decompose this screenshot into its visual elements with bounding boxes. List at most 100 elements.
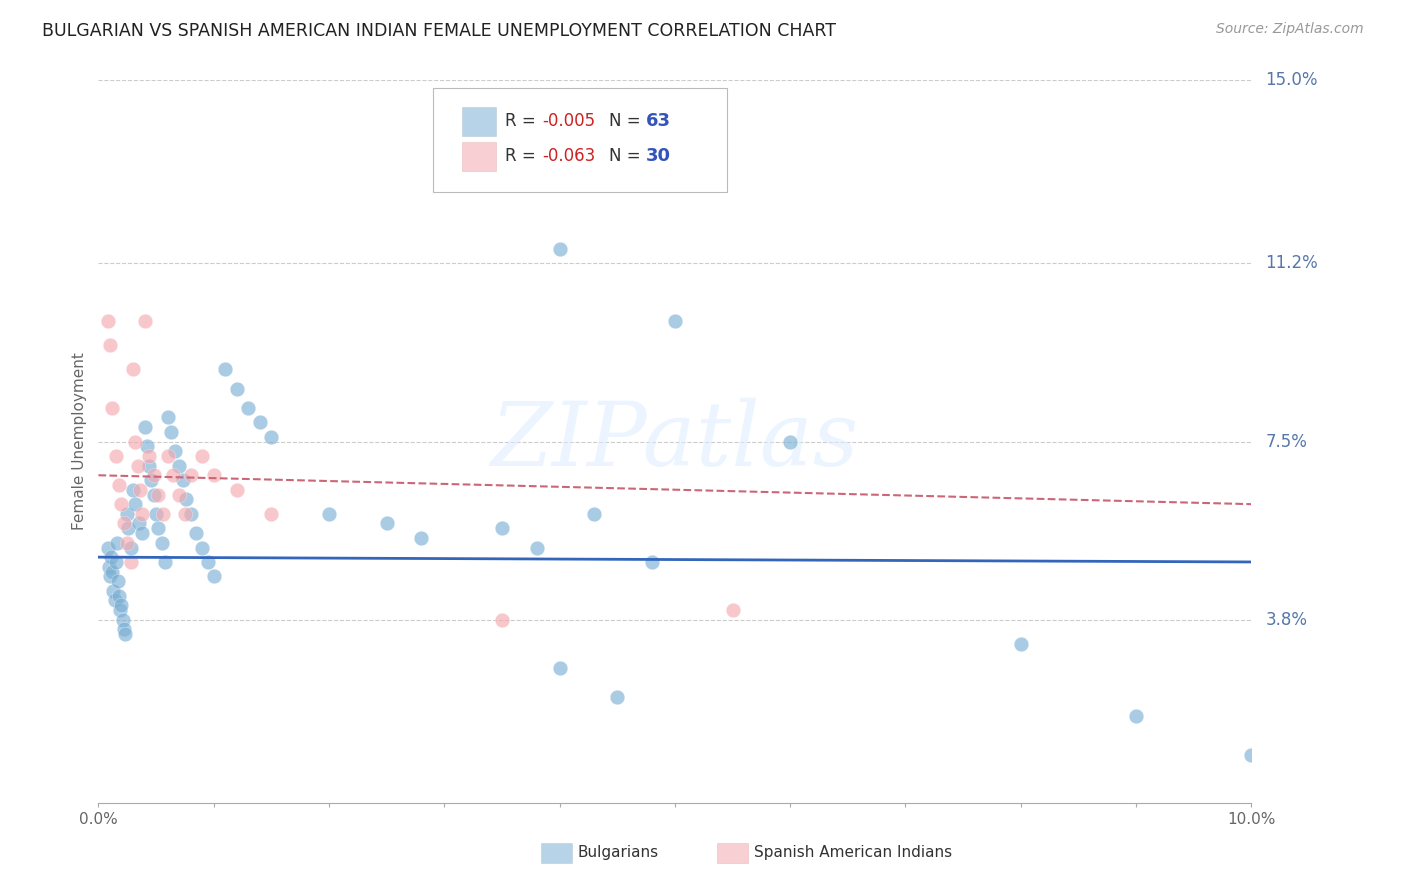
Point (260, 430, 283, 444)
Point (108, 589, 131, 603)
Point (103, 583, 125, 598)
Point (114, 627, 136, 641)
Point (197, 555, 219, 569)
Point (127, 458, 149, 473)
Point (104, 555, 127, 569)
Point (98, 338, 121, 352)
Text: 7.5%: 7.5% (1265, 433, 1308, 450)
Point (779, 434, 801, 449)
Point (112, 516, 135, 531)
Text: 63: 63 (647, 112, 671, 130)
Text: Source: ZipAtlas.com: Source: ZipAtlas.com (1216, 22, 1364, 37)
Point (160, 425, 183, 439)
Text: N =: N = (609, 147, 645, 165)
Point (138, 458, 160, 473)
Text: 3.8%: 3.8% (1265, 611, 1308, 629)
Text: BULGARIAN VS SPANISH AMERICAN INDIAN FEMALE UNEMPLOYMENT CORRELATION CHART: BULGARIAN VS SPANISH AMERICAN INDIAN FEM… (42, 22, 837, 40)
Text: -0.063: -0.063 (543, 147, 596, 165)
Point (141, 473, 163, 487)
Point (156, 410, 179, 425)
Point (238, 401, 260, 415)
Point (641, 555, 664, 569)
Point (163, 444, 186, 458)
FancyBboxPatch shape (433, 87, 727, 193)
Point (97, 559, 120, 574)
Point (138, 449, 160, 463)
Point (1240, 747, 1263, 762)
Point (117, 507, 139, 521)
Point (375, 516, 398, 531)
Point (1125, 709, 1147, 723)
Point (122, 483, 145, 497)
Point (1010, 637, 1032, 651)
Point (583, 507, 606, 521)
Text: 15.0%: 15.0% (1265, 71, 1317, 89)
Point (124, 434, 146, 449)
Point (101, 401, 124, 415)
Point (260, 507, 283, 521)
Point (110, 497, 132, 511)
Point (117, 535, 139, 549)
Point (548, 661, 571, 675)
Point (318, 507, 340, 521)
Point (174, 507, 197, 521)
Point (120, 555, 142, 569)
Point (107, 574, 129, 589)
Point (180, 468, 202, 483)
Point (180, 507, 202, 521)
Point (103, 593, 125, 607)
Point (721, 603, 744, 617)
Point (97, 541, 120, 555)
Point (98, 569, 121, 583)
Point (491, 521, 513, 535)
Point (111, 613, 134, 627)
Point (526, 541, 548, 555)
Point (155, 555, 177, 569)
Point (112, 623, 135, 637)
Text: ZIPatlas: ZIPatlas (491, 398, 859, 485)
Point (214, 362, 236, 376)
Point (142, 487, 165, 501)
Point (97, 314, 120, 328)
Point (548, 242, 571, 256)
Point (202, 569, 225, 583)
Point (148, 487, 170, 501)
Point (131, 507, 153, 521)
Point (128, 516, 150, 531)
Text: 11.2%: 11.2% (1265, 254, 1317, 272)
Text: R =: R = (505, 147, 541, 165)
Point (129, 483, 152, 497)
Point (664, 314, 686, 328)
Point (411, 531, 433, 545)
Point (110, 603, 132, 617)
Point (120, 541, 142, 555)
Point (225, 483, 247, 497)
Point (167, 458, 190, 473)
Point (148, 521, 170, 535)
Point (101, 565, 124, 579)
Text: N =: N = (609, 112, 645, 130)
Point (142, 468, 165, 483)
Point (131, 526, 153, 541)
Point (108, 478, 131, 492)
Point (162, 468, 184, 483)
Text: 30: 30 (647, 147, 671, 165)
Point (491, 613, 513, 627)
Point (156, 449, 179, 463)
Point (606, 690, 628, 704)
Point (117, 521, 139, 535)
Point (134, 420, 156, 434)
Point (249, 415, 271, 429)
Bar (461, 107, 496, 136)
Bar (461, 142, 496, 170)
Text: R =: R = (505, 112, 541, 130)
Point (124, 497, 146, 511)
Point (122, 362, 145, 376)
Y-axis label: Female Unemployment: Female Unemployment (72, 352, 87, 531)
Point (135, 439, 157, 453)
Point (134, 314, 156, 328)
Point (225, 382, 247, 396)
Point (202, 468, 225, 483)
Point (172, 473, 194, 487)
Point (174, 492, 197, 507)
